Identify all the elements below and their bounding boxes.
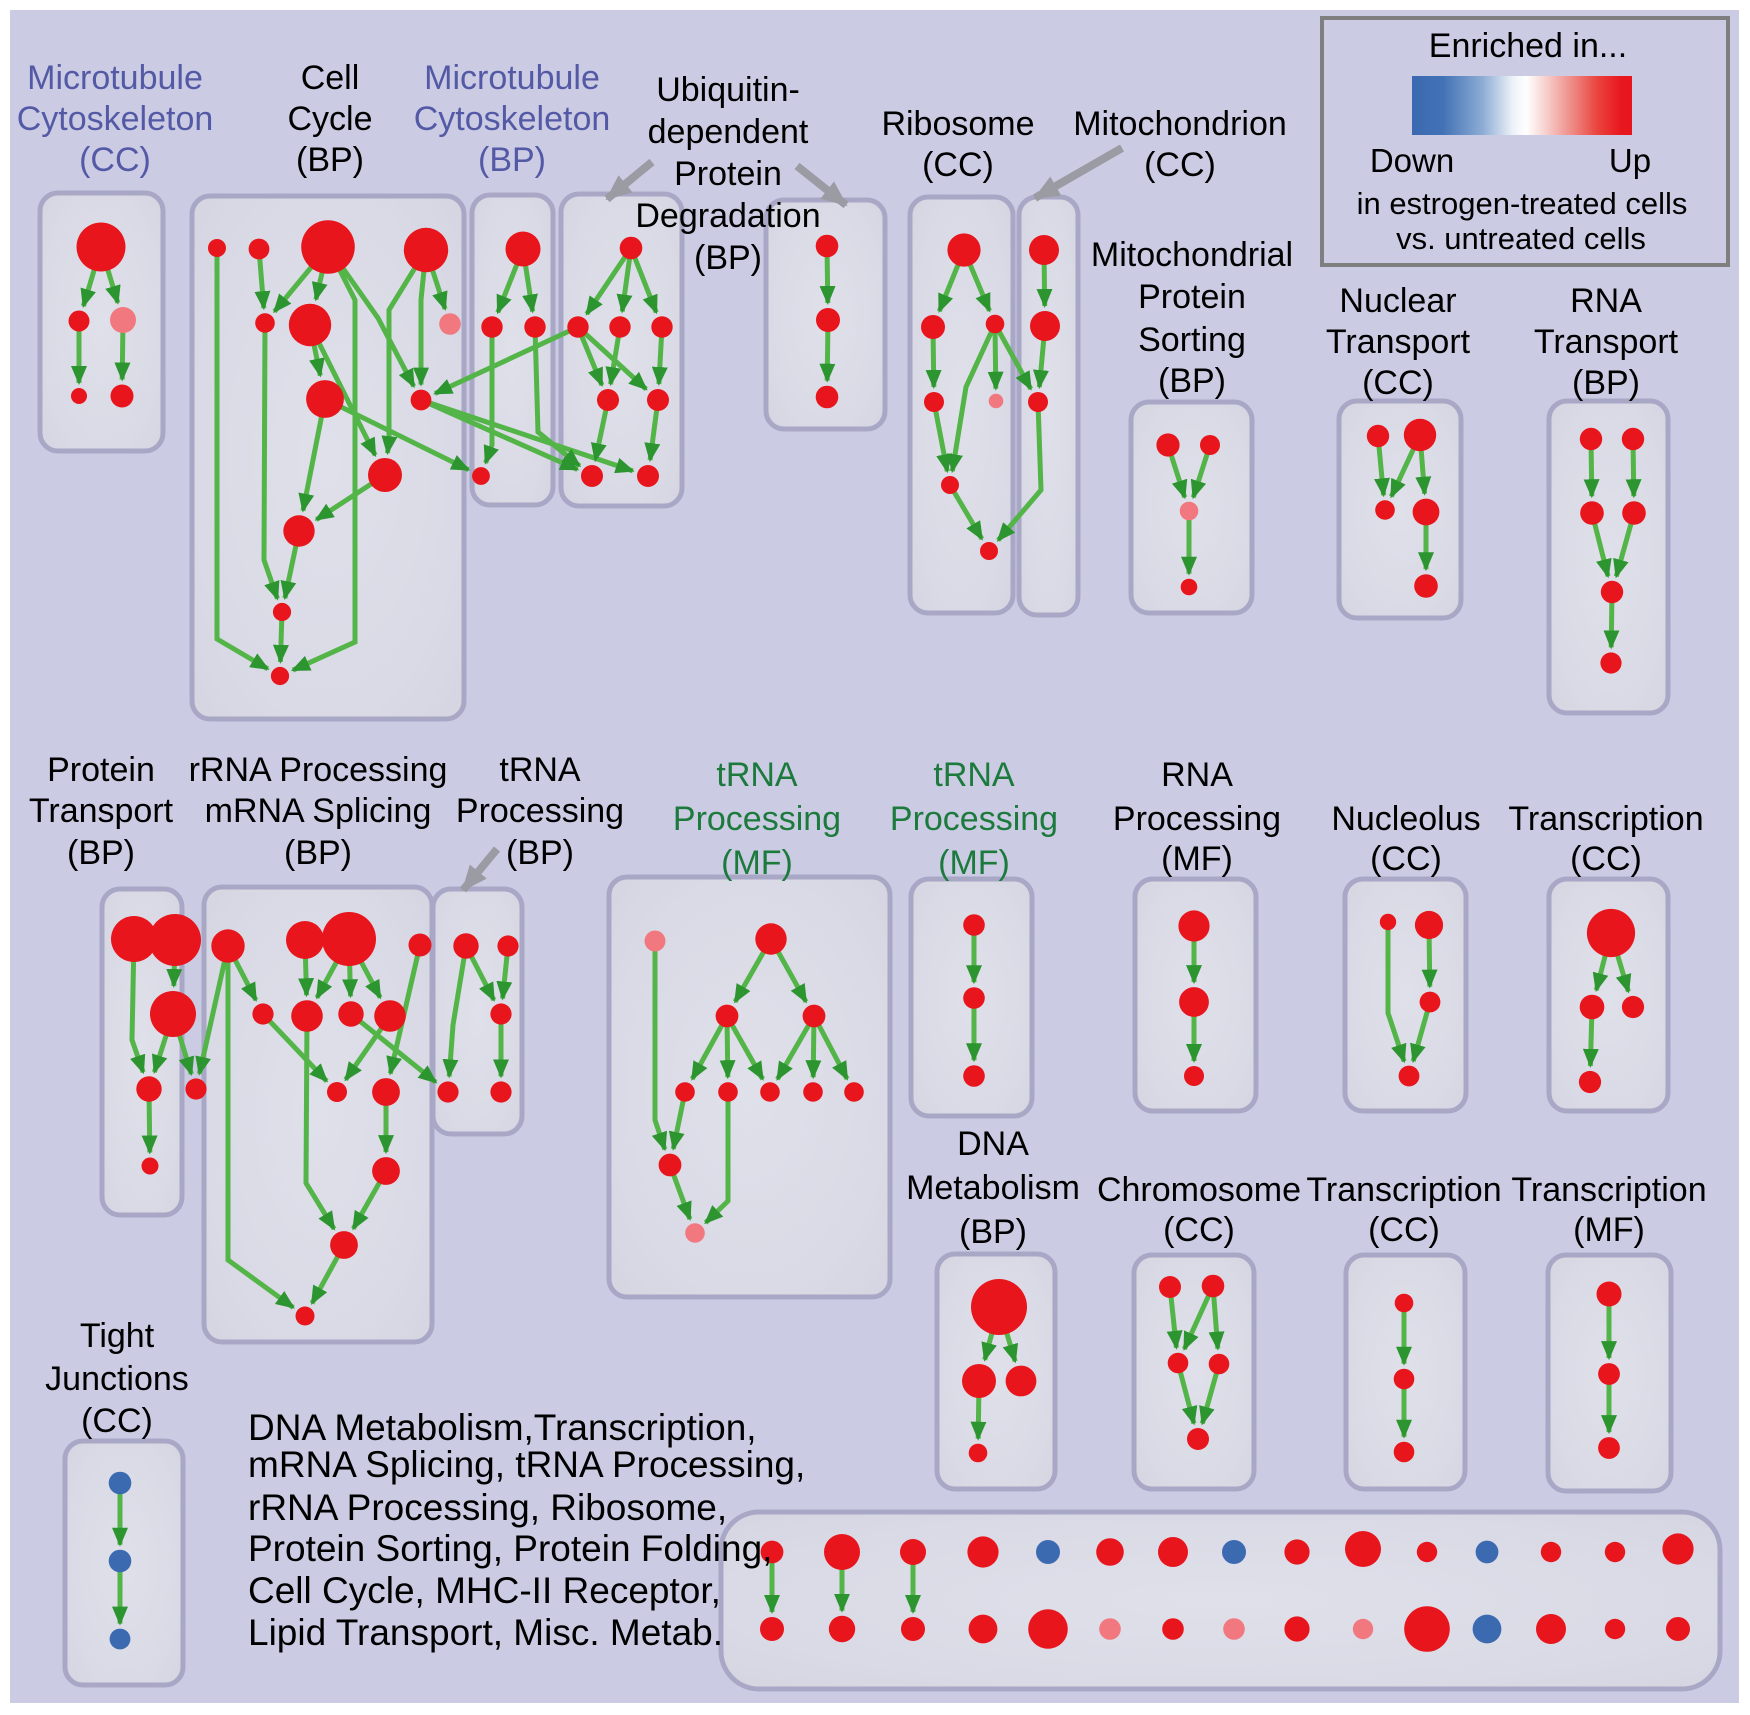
svg-text:Mitochondrion: Mitochondrion [1073,105,1287,143]
svg-text:(CC): (CC) [1368,1211,1440,1249]
svg-text:(CC): (CC) [79,141,151,179]
svg-text:(BP): (BP) [284,834,352,872]
svg-text:Ubiquitin-: Ubiquitin- [656,71,800,109]
svg-text:Cytoskeleton: Cytoskeleton [17,100,214,138]
svg-text:Mitochondrial: Mitochondrial [1091,236,1293,274]
svg-text:Cell: Cell [301,59,360,97]
svg-text:Processing: Processing [890,800,1058,838]
svg-text:Transport: Transport [1534,323,1679,361]
svg-text:(CC): (CC) [1370,840,1442,878]
svg-text:Transport: Transport [1326,323,1471,361]
svg-text:(MF): (MF) [938,844,1010,882]
svg-text:Junctions: Junctions [45,1360,189,1398]
svg-text:(BP): (BP) [67,834,135,872]
svg-text:rRNA Processing: rRNA Processing [189,751,448,789]
svg-text:(BP): (BP) [478,141,546,179]
svg-text:tRNA: tRNA [716,756,798,794]
svg-text:tRNA: tRNA [499,751,581,789]
svg-text:Up: Up [1609,142,1651,179]
svg-text:Metabolism: Metabolism [906,1169,1080,1207]
svg-text:in estrogen-treated cells: in estrogen-treated cells [1357,186,1688,221]
svg-text:(BP): (BP) [694,239,762,277]
svg-text:(CC): (CC) [81,1402,153,1440]
svg-text:Tight: Tight [80,1317,155,1355]
svg-text:Cycle: Cycle [287,100,372,138]
svg-text:Degradation: Degradation [635,197,820,235]
svg-text:(MF): (MF) [721,844,793,882]
svg-text:(BP): (BP) [1572,364,1640,402]
svg-text:(BP): (BP) [959,1213,1027,1251]
svg-text:Nucleolus: Nucleolus [1331,800,1480,838]
svg-text:DNA Metabolism,Transcription,: DNA Metabolism,Transcription, [248,1407,757,1448]
svg-text:(CC): (CC) [1362,364,1434,402]
svg-text:Microtubule: Microtubule [424,59,600,97]
svg-text:vs. untreated cells: vs. untreated cells [1396,221,1646,256]
svg-text:Protein Sorting, Protein Foldi: Protein Sorting, Protein Folding, [248,1528,772,1569]
svg-text:Protein: Protein [1138,278,1246,316]
svg-text:Processing: Processing [673,800,841,838]
svg-text:mRNA Splicing: mRNA Splicing [205,792,432,830]
svg-text:mRNA Splicing, tRNA Processing: mRNA Splicing, tRNA Processing, [248,1444,805,1485]
svg-text:RNA: RNA [1161,756,1233,794]
svg-text:(BP): (BP) [1158,362,1226,400]
svg-text:(CC): (CC) [1570,840,1642,878]
svg-text:Enriched in...: Enriched in... [1429,27,1627,65]
svg-text:Transcription: Transcription [1508,800,1703,838]
svg-text:Processing: Processing [456,792,624,830]
svg-text:Transcription: Transcription [1511,1171,1706,1209]
svg-text:dependent: dependent [648,113,809,151]
svg-text:(MF): (MF) [1573,1211,1645,1249]
svg-text:Sorting: Sorting [1138,321,1246,359]
svg-text:(MF): (MF) [1161,840,1233,878]
svg-text:Ribosome: Ribosome [881,105,1034,143]
svg-text:Chromosome: Chromosome [1097,1171,1301,1209]
svg-text:(CC): (CC) [922,146,994,184]
svg-text:Protein: Protein [47,751,155,789]
svg-text:Protein: Protein [674,155,782,193]
svg-text:(CC): (CC) [1144,146,1216,184]
svg-text:Cytoskeleton: Cytoskeleton [414,100,611,138]
svg-text:Transcription: Transcription [1306,1171,1501,1209]
svg-text:Nuclear: Nuclear [1339,282,1456,320]
svg-text:Lipid Transport, Misc. Metab.: Lipid Transport, Misc. Metab. [248,1612,723,1653]
svg-text:rRNA Processing, Ribosome,: rRNA Processing, Ribosome, [248,1487,727,1528]
svg-text:RNA: RNA [1570,282,1642,320]
svg-text:Down: Down [1370,142,1454,179]
svg-text:tRNA: tRNA [933,756,1015,794]
svg-text:(BP): (BP) [506,834,574,872]
svg-text:Microtubule: Microtubule [27,59,203,97]
svg-text:Cell Cycle, MHC-II Receptor,: Cell Cycle, MHC-II Receptor, [248,1570,721,1611]
svg-text:DNA: DNA [957,1125,1029,1163]
svg-text:(CC): (CC) [1163,1211,1235,1249]
svg-text:Processing: Processing [1113,800,1281,838]
svg-text:Transport: Transport [29,792,174,830]
svg-text:(BP): (BP) [296,141,364,179]
